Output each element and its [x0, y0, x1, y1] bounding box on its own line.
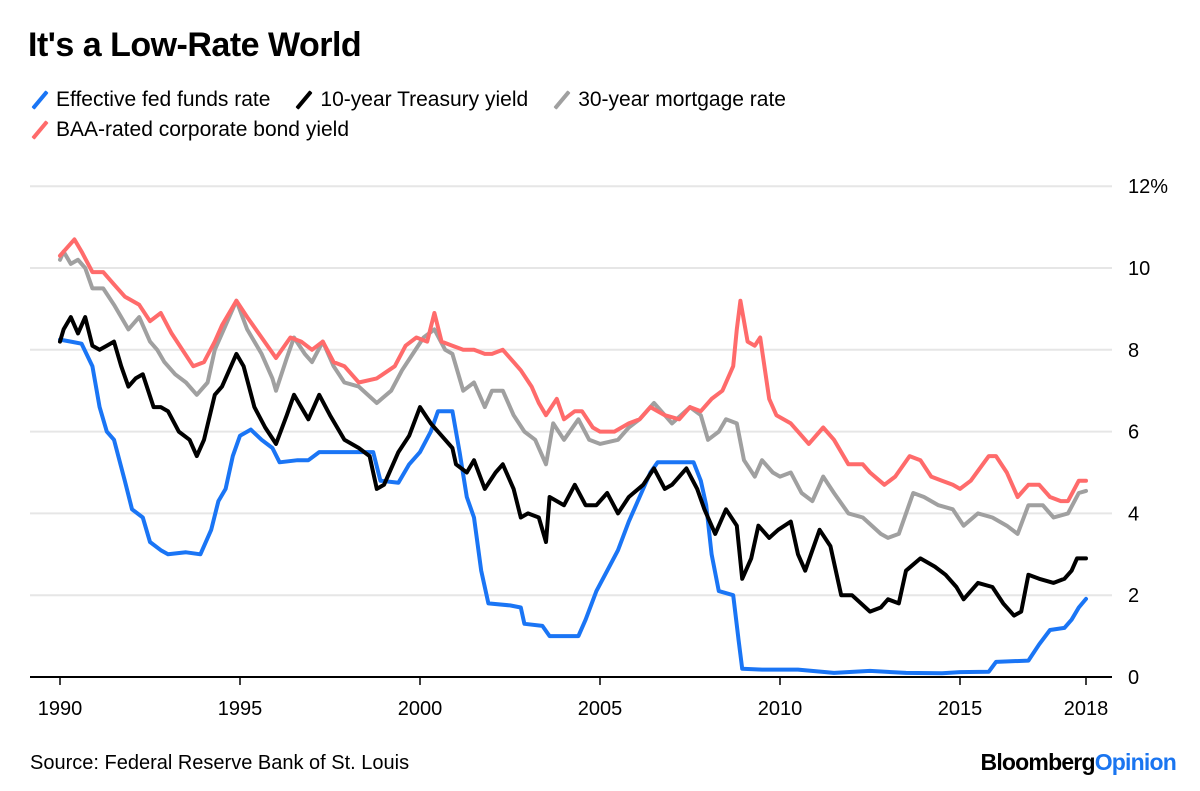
- legend-label: Effective fed funds rate: [56, 88, 271, 111]
- legend-label: BAA-rated corporate bond yield: [56, 118, 350, 141]
- series-line-3: [58, 237, 1088, 504]
- legend-item-treasury: 10-year Treasury yield: [295, 88, 529, 112]
- chart-title: It's a Low-Rate World: [28, 26, 362, 64]
- y-tick-label: 10: [1128, 258, 1150, 280]
- x-tick-label: 2015: [938, 698, 983, 720]
- x-tick-label: 2000: [398, 698, 443, 720]
- y-tick-label: 2: [1128, 585, 1139, 607]
- legend-label: 30-year mortgage rate: [578, 88, 786, 111]
- y-tick-label: 12%: [1128, 176, 1168, 198]
- y-tick-label: 8: [1128, 340, 1139, 362]
- x-tick-label: 1995: [218, 698, 263, 720]
- y-tick-label: 4: [1128, 503, 1139, 525]
- series-line-0: [58, 337, 1088, 676]
- legend: Effective fed funds rate 10-year Treasur…: [31, 88, 786, 112]
- series-line-2: [58, 249, 1088, 540]
- series-line-1: [58, 315, 1088, 618]
- logo-part-bloomberg: Bloomberg: [980, 749, 1096, 775]
- source-note: Source: Federal Reserve Bank of St. Loui…: [30, 752, 410, 774]
- y-tick-label: 0: [1128, 667, 1139, 689]
- legend-item-mortgage: 30-year mortgage rate: [553, 88, 786, 112]
- x-tick-label: 1990: [38, 698, 83, 720]
- legend-row-2: BAA-rated corporate bond yield: [31, 118, 350, 142]
- y-tick-label: 6: [1128, 422, 1139, 444]
- bloomberg-opinion-logo: BloombergOpinion: [980, 749, 1177, 776]
- legend-item-baa: BAA-rated corporate bond yield: [31, 118, 350, 142]
- legend-label: 10-year Treasury yield: [320, 88, 529, 111]
- legend-item-fed-funds: Effective fed funds rate: [31, 88, 271, 112]
- x-tick-label: 2018: [1064, 698, 1109, 720]
- x-tick-label: 2010: [758, 698, 803, 720]
- logo-part-opinion: Opinion: [1094, 749, 1177, 775]
- x-tick-label: 2005: [578, 698, 623, 720]
